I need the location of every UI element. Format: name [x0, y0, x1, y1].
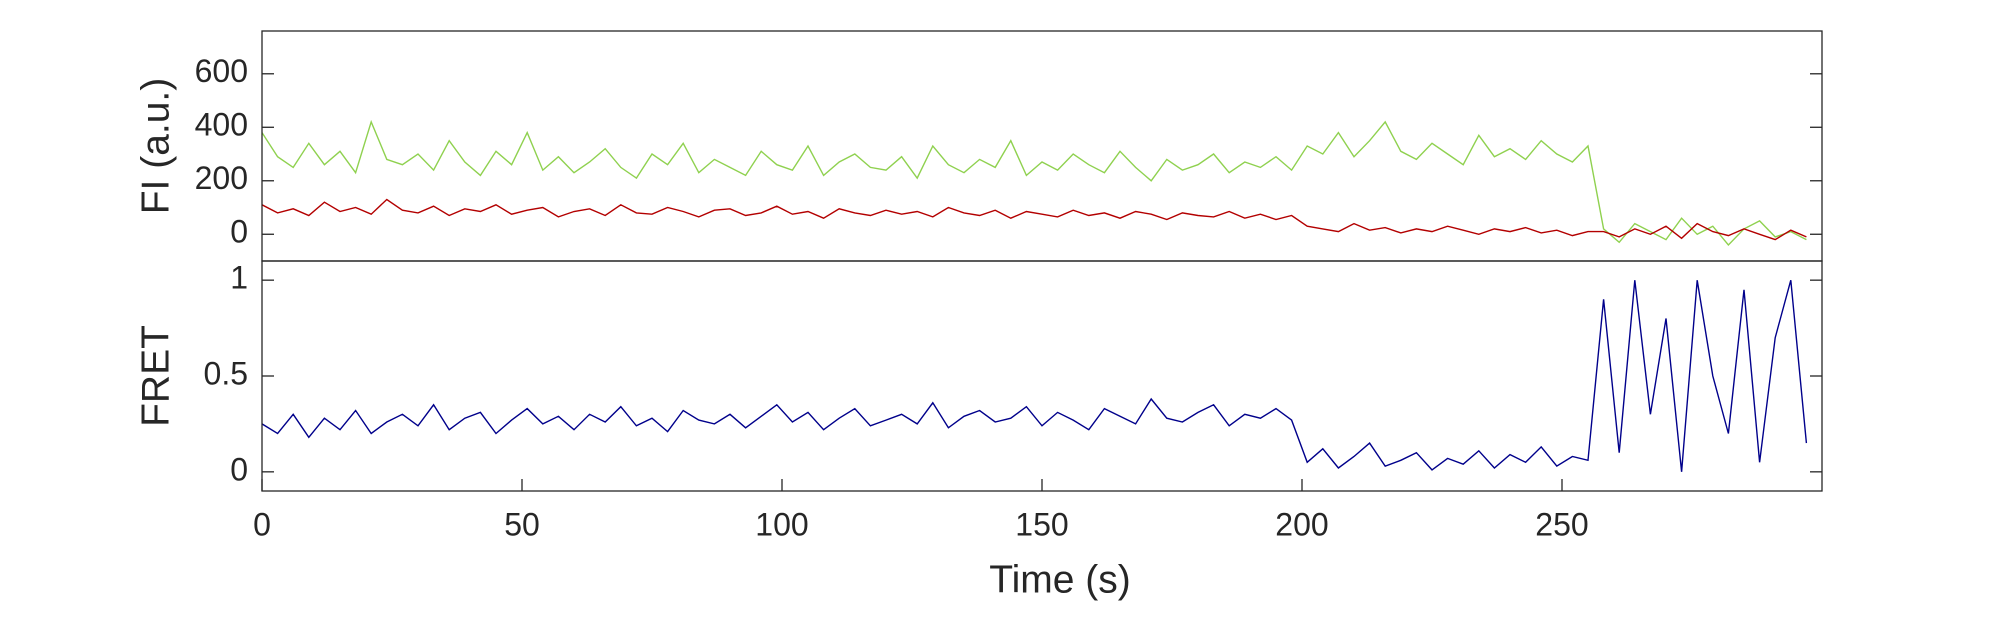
- y-tick-label: 1: [230, 260, 248, 296]
- y-axis-label: FI (a.u.): [134, 78, 177, 215]
- x-tick-label: 100: [755, 506, 808, 542]
- data-line: [262, 198, 1807, 241]
- x-tick-label: 50: [504, 506, 540, 542]
- x-tick-label: 200: [1275, 506, 1328, 542]
- y-tick-label: 0: [230, 451, 248, 487]
- x-tick-label: 150: [1015, 506, 1068, 542]
- data-line: [262, 119, 1807, 247]
- x-tick-label: 250: [1535, 506, 1588, 542]
- y-tick-label: 0.5: [204, 355, 248, 391]
- y-tick-label: 600: [195, 53, 248, 89]
- x-tick-label: 0: [253, 506, 271, 542]
- y-tick-label: 200: [195, 160, 248, 196]
- y-tick-label: 0: [230, 214, 248, 250]
- y-axis-label: FRET: [134, 325, 177, 427]
- data-line: [262, 280, 1808, 472]
- x-axis-label: Time (s): [989, 558, 1131, 601]
- plot-area: [262, 280, 1808, 472]
- y-tick-label: 400: [195, 107, 248, 143]
- plot-area: [262, 119, 1807, 247]
